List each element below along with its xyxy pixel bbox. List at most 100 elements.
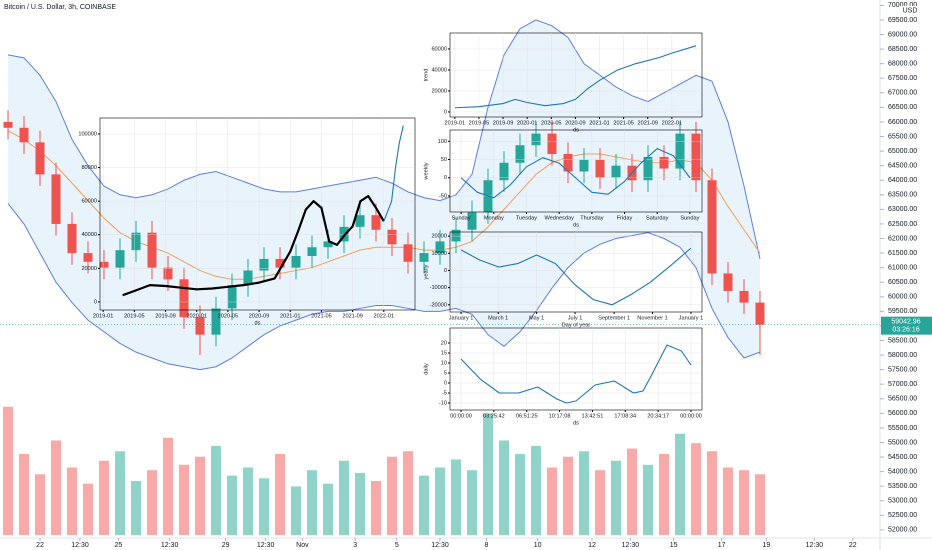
series-line: [383, 125, 404, 222]
candle-body: [515, 145, 525, 163]
inset-plot: -20000 -10000 0 10000 20000 January 1 March 1 M…: [423, 231, 704, 328]
x-tick-label: 22: [849, 542, 857, 549]
y-tick-label: -20000: [430, 302, 447, 308]
x-tick-label: 2020-01: [517, 120, 538, 126]
y-tick-label: 15: [441, 350, 447, 356]
volume-bar: [595, 470, 605, 535]
y-tick-label: 53000.00: [888, 498, 917, 505]
volume-bar: [675, 433, 685, 535]
candle-body: [275, 258, 285, 268]
y-axis-label: trend: [423, 69, 429, 82]
volume-bar: [83, 483, 93, 535]
y-tick-label: 63000.00: [888, 206, 917, 213]
x-tick-label: 12:30: [431, 542, 449, 549]
y-tick-label: -50: [439, 193, 447, 199]
x-tick-label: 2020-09: [249, 313, 270, 319]
y-tick-label: 60500.00: [888, 279, 917, 286]
candle-body: [451, 229, 461, 242]
volume-bar: [99, 460, 109, 535]
y-tick-label: 67500.00: [888, 75, 917, 82]
y-tick-label: 52500.00: [888, 512, 917, 519]
x-tick-label: January 1: [679, 315, 704, 321]
y-tick-label: 67000.00: [888, 90, 917, 97]
volume-bar: [323, 483, 333, 535]
currency-box: [900, 6, 920, 14]
y-tick-label: 54500.00: [888, 454, 917, 461]
x-tick-label: 12:30: [257, 542, 275, 549]
y-tick-label: 64500.00: [888, 162, 917, 169]
inset-frame: [449, 32, 703, 118]
volume-bar: [339, 460, 349, 535]
series-line: [122, 195, 385, 297]
candle-body: [403, 244, 413, 262]
x-tick-label: 25: [115, 542, 123, 549]
y-tick-label: 40000: [81, 232, 97, 238]
y-tick-label: 0: [444, 380, 447, 386]
volume-bar: [179, 464, 189, 535]
candle-body: [595, 159, 605, 178]
y-tick-label: 68000.00: [888, 61, 917, 68]
candle-body: [115, 250, 125, 268]
candle-body: [67, 223, 77, 254]
x-tick-label: Saturday: [646, 215, 669, 221]
x-tick-label: March 1: [488, 315, 508, 321]
volume-bar: [355, 472, 365, 535]
x-tick-label: 2020-01: [186, 313, 207, 319]
y-tick-label: 20000: [431, 234, 447, 240]
volume-bar: [115, 451, 125, 535]
y-tick-label: 61500.00: [888, 250, 917, 257]
x-tick-label: Nov: [296, 542, 309, 549]
volume-bar: [163, 437, 173, 535]
x-tick-label: 8: [484, 542, 488, 549]
x-tick-label: 2019-09: [493, 120, 514, 126]
volume-bar: [435, 467, 445, 535]
x-tick-label: 2019-05: [124, 313, 145, 319]
x-tick-label: 10:17:08: [549, 413, 571, 419]
candle-body: [435, 241, 445, 254]
volume-bar: [531, 445, 541, 535]
y-tick-label: -10000: [430, 285, 447, 291]
x-tick-label: 2019-01: [93, 313, 114, 319]
price-tag-label: 59042.96: [891, 319, 920, 326]
inset-plot: 0 20000 40000 60000 80000 100000 2019-01 2019-0…: [78, 117, 416, 326]
y-tick-label: 100000: [78, 131, 97, 137]
candle-body: [579, 159, 589, 172]
volume-bar: [307, 470, 317, 535]
x-tick-label: 2022-01: [374, 313, 395, 319]
x-axis-label: ds: [573, 127, 579, 133]
volume-bar: [643, 464, 653, 535]
x-tick-label: Thursday: [580, 215, 604, 221]
candle-body: [371, 215, 381, 230]
x-tick-label: 10: [534, 542, 542, 549]
volume-bar: [3, 406, 13, 535]
chart-title: Bitcoin / U.S. Dollar, 3h, COINBASE: [4, 4, 116, 11]
candle-body: [355, 215, 365, 227]
y-tick-label: 54000.00: [888, 468, 917, 475]
volume-bar: [51, 440, 61, 535]
candle-body: [723, 273, 733, 291]
y-tick-label: 66000.00: [888, 119, 917, 126]
x-tick-label: 12:30: [71, 542, 89, 549]
inset-frame: [449, 129, 703, 213]
countdown-label: 03:26:16: [892, 327, 919, 334]
volume-bar: [707, 451, 717, 535]
y-tick-label: 60000: [431, 46, 447, 52]
x-tick-label: November 1: [637, 315, 667, 321]
x-tick-label: 17: [718, 542, 726, 549]
volume-bar: [211, 445, 221, 535]
volume-bar: [259, 478, 269, 535]
candle-body: [643, 156, 653, 181]
candle-body: [211, 308, 221, 335]
volume-bar: [691, 443, 701, 535]
y-tick-label: 53500.00: [888, 483, 917, 490]
y-tick-label: 69500.00: [888, 17, 917, 24]
candle-body: [547, 133, 557, 154]
volume-bar: [563, 456, 573, 535]
candle-body: [611, 165, 621, 178]
x-tick-label: 12:30: [161, 542, 179, 549]
y-tick-label: 0: [94, 299, 97, 305]
series-line: [460, 344, 692, 404]
volume-bar: [19, 454, 29, 535]
y-tick-label: 69000.00: [888, 31, 917, 38]
